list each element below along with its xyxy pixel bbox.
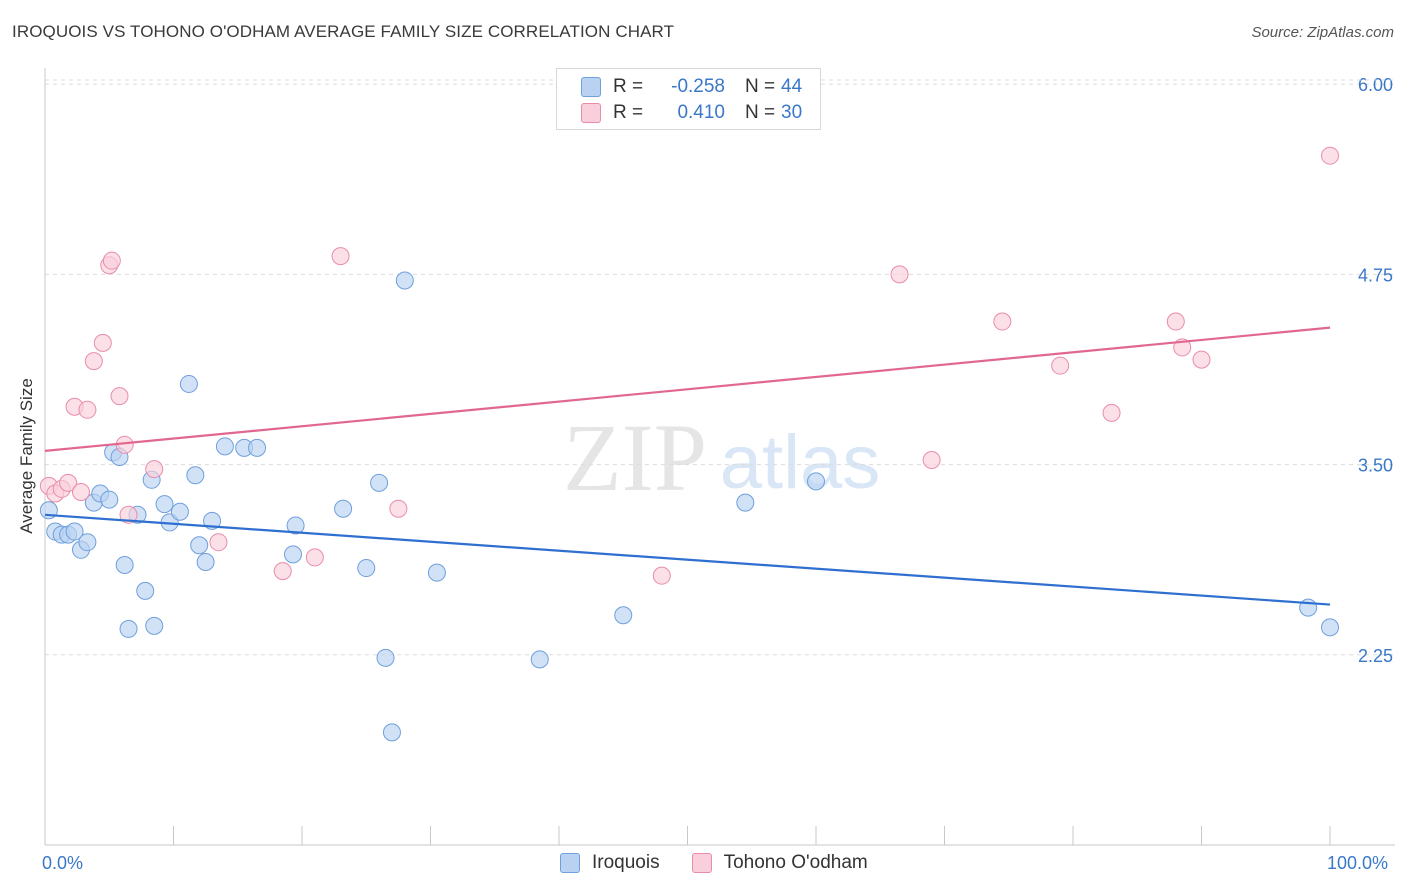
data-point-tohono <box>209 533 228 552</box>
data-point-tohono <box>890 265 909 284</box>
data-point-tohono <box>1102 403 1121 422</box>
data-point-tohono <box>110 387 129 406</box>
data-point-iroquois <box>1321 618 1339 637</box>
x-tick-label-min: 0.0% <box>42 853 84 873</box>
tohono-swatch <box>691 853 712 873</box>
data-point-iroquois <box>100 490 119 509</box>
data-point-iroquois <box>65 522 84 541</box>
n-label: N = <box>745 76 776 97</box>
iroquois-swatch <box>581 77 601 97</box>
data-point-iroquois <box>807 472 825 491</box>
data-point-iroquois <box>284 545 303 564</box>
trend-line-iroquois <box>44 513 1331 606</box>
data-point-tohono <box>1192 350 1211 369</box>
data-point-iroquois <box>370 473 389 492</box>
data-point-tohono <box>305 548 324 567</box>
data-point-iroquois <box>376 648 395 667</box>
data-point-iroquois <box>179 374 198 393</box>
data-point-tohono <box>102 251 121 270</box>
series-iroquois <box>39 271 1339 742</box>
data-point-tohono <box>331 247 350 266</box>
data-point-iroquois <box>357 559 376 578</box>
legend-label-iroquois: Iroquois <box>592 852 660 873</box>
data-point-iroquois <box>248 438 267 457</box>
data-point-tohono <box>993 312 1012 331</box>
data-point-tohono <box>145 460 164 479</box>
data-point-tohono <box>1166 312 1185 331</box>
data-point-tohono <box>1321 146 1339 165</box>
data-point-iroquois <box>145 616 164 635</box>
data-point-iroquois <box>215 437 234 456</box>
data-point-iroquois <box>155 495 174 514</box>
n-label: N = <box>745 102 776 123</box>
trend-line-tohono <box>44 326 1331 452</box>
r-value: -0.258 <box>671 76 725 97</box>
y-axis-label: Average Family Size <box>17 378 36 534</box>
iroquois-swatch <box>560 853 580 873</box>
data-point-iroquois <box>530 650 549 669</box>
data-point-iroquois <box>395 271 414 290</box>
legend-item-iroquois[interactable]: Iroquois <box>560 852 660 874</box>
data-point-iroquois <box>736 493 755 512</box>
data-point-iroquois <box>334 499 353 518</box>
n-value: 44 <box>781 76 803 97</box>
series-tohono <box>39 146 1339 585</box>
r-label: R = <box>613 102 644 123</box>
y-tick-label: 4.75 <box>1358 265 1393 285</box>
data-point-tohono <box>922 451 941 470</box>
data-point-tohono <box>119 505 138 524</box>
tohono-swatch <box>581 103 601 123</box>
data-point-iroquois <box>614 606 633 625</box>
chart-title: IROQUOIS VS TOHONO O'ODHAM AVERAGE FAMIL… <box>12 22 675 41</box>
data-point-iroquois <box>119 619 138 638</box>
data-point-tohono <box>71 482 90 501</box>
data-point-tohono <box>78 400 97 419</box>
data-point-tohono <box>84 352 103 371</box>
stats-row-iroquois: R = -0.258 N = 44 <box>581 75 802 99</box>
stats-row-tohono: R = 0.410 N = 30 <box>581 101 802 125</box>
legend-item-tohono[interactable]: Tohono O'odham <box>691 852 868 874</box>
data-point-iroquois <box>136 581 155 600</box>
data-point-iroquois <box>78 533 97 552</box>
data-point-tohono <box>652 566 671 585</box>
legend-label-tohono: Tohono O'odham <box>723 852 868 873</box>
data-point-tohono <box>1051 356 1070 375</box>
x-tick-label-max: 100.0% <box>1327 853 1389 873</box>
n-value: 30 <box>781 102 803 123</box>
data-point-tohono <box>389 499 408 518</box>
data-point-iroquois <box>186 466 205 485</box>
data-point-iroquois <box>170 502 189 521</box>
r-label: R = <box>613 76 644 97</box>
r-value: 0.410 <box>677 102 725 123</box>
data-point-tohono <box>273 562 292 581</box>
watermark-zip: ZIP <box>563 404 707 511</box>
data-point-tohono <box>93 333 112 352</box>
data-point-iroquois <box>286 516 305 535</box>
data-point-iroquois <box>382 723 401 742</box>
stats-legend: R = -0.258 N = 44 R = 0.410 N = 30 <box>556 68 821 130</box>
series-legend: Iroquois Tohono O'odham <box>560 852 900 874</box>
data-point-iroquois <box>190 536 209 555</box>
data-point-iroquois <box>427 563 446 582</box>
data-point-tohono <box>59 473 78 492</box>
y-tick-label: 6.00 <box>1358 75 1393 95</box>
source-label: Source: ZipAtlas.com <box>1251 24 1394 41</box>
y-tick-label: 3.50 <box>1358 456 1393 476</box>
data-point-iroquois <box>196 552 215 571</box>
y-tick-label: 2.25 <box>1358 646 1393 666</box>
data-point-iroquois <box>115 556 134 575</box>
watermark-atlas: atlas <box>720 420 881 505</box>
